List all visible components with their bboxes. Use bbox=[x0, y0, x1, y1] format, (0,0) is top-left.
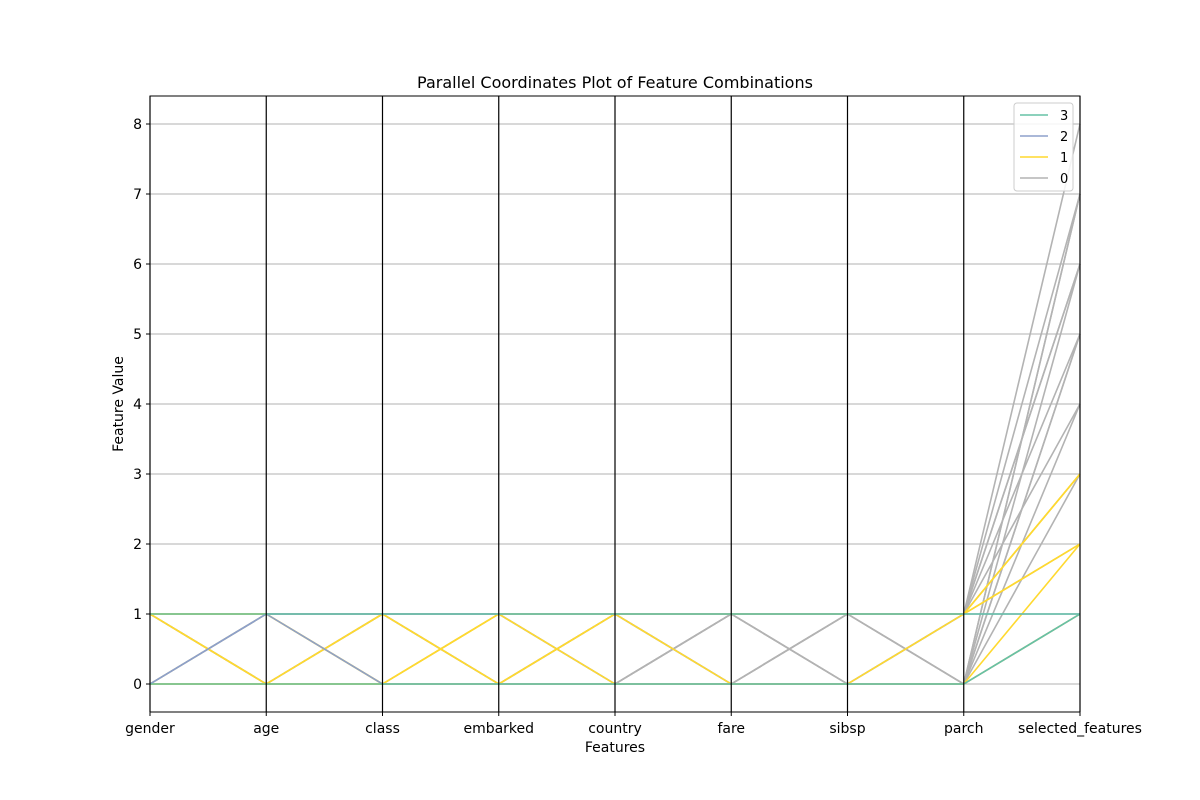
x-tick-label-embarked: embarked bbox=[463, 721, 534, 737]
x-tick-label-selected_features: selected_features bbox=[1018, 721, 1142, 737]
legend: 3 2 1 0 bbox=[1013, 102, 1074, 192]
y-tick-label: 6 bbox=[133, 257, 142, 273]
legend-label-0: 0 bbox=[1060, 172, 1068, 187]
x-tick-label-age: age bbox=[253, 721, 279, 737]
y-tick-label: 8 bbox=[133, 117, 142, 133]
y-tick-label: 1 bbox=[133, 607, 142, 623]
y-ticks: 0 1 2 3 4 5 6 7 8 bbox=[133, 117, 150, 693]
y-tick-label: 7 bbox=[133, 187, 142, 203]
x-tick-label-parch: parch bbox=[944, 721, 983, 737]
x-tick-label-class: class bbox=[365, 721, 400, 737]
y-axis-label: Feature Value bbox=[111, 356, 127, 452]
legend-box bbox=[1013, 102, 1074, 192]
x-tick-label-fare: fare bbox=[717, 721, 745, 737]
x-tick-label-gender: gender bbox=[125, 721, 175, 737]
y-tick-label: 0 bbox=[133, 677, 142, 693]
x-tick-label-country: country bbox=[588, 721, 642, 737]
y-tick-label: 5 bbox=[133, 327, 142, 343]
chart-title: Parallel Coordinates Plot of Feature Com… bbox=[417, 73, 813, 92]
x-tick-label-sibsp: sibsp bbox=[829, 721, 865, 737]
legend-label-1: 1 bbox=[1060, 151, 1068, 166]
y-tick-label: 3 bbox=[133, 467, 142, 483]
y-tick-label: 2 bbox=[133, 537, 142, 553]
x-ticks: gender age class embarked country fare sibsp pa… bbox=[125, 712, 1142, 737]
x-axis-label: Features bbox=[585, 740, 645, 756]
y-tick-label: 4 bbox=[133, 397, 142, 413]
legend-label-2: 2 bbox=[1060, 130, 1068, 145]
legend-label-3: 3 bbox=[1060, 109, 1068, 124]
